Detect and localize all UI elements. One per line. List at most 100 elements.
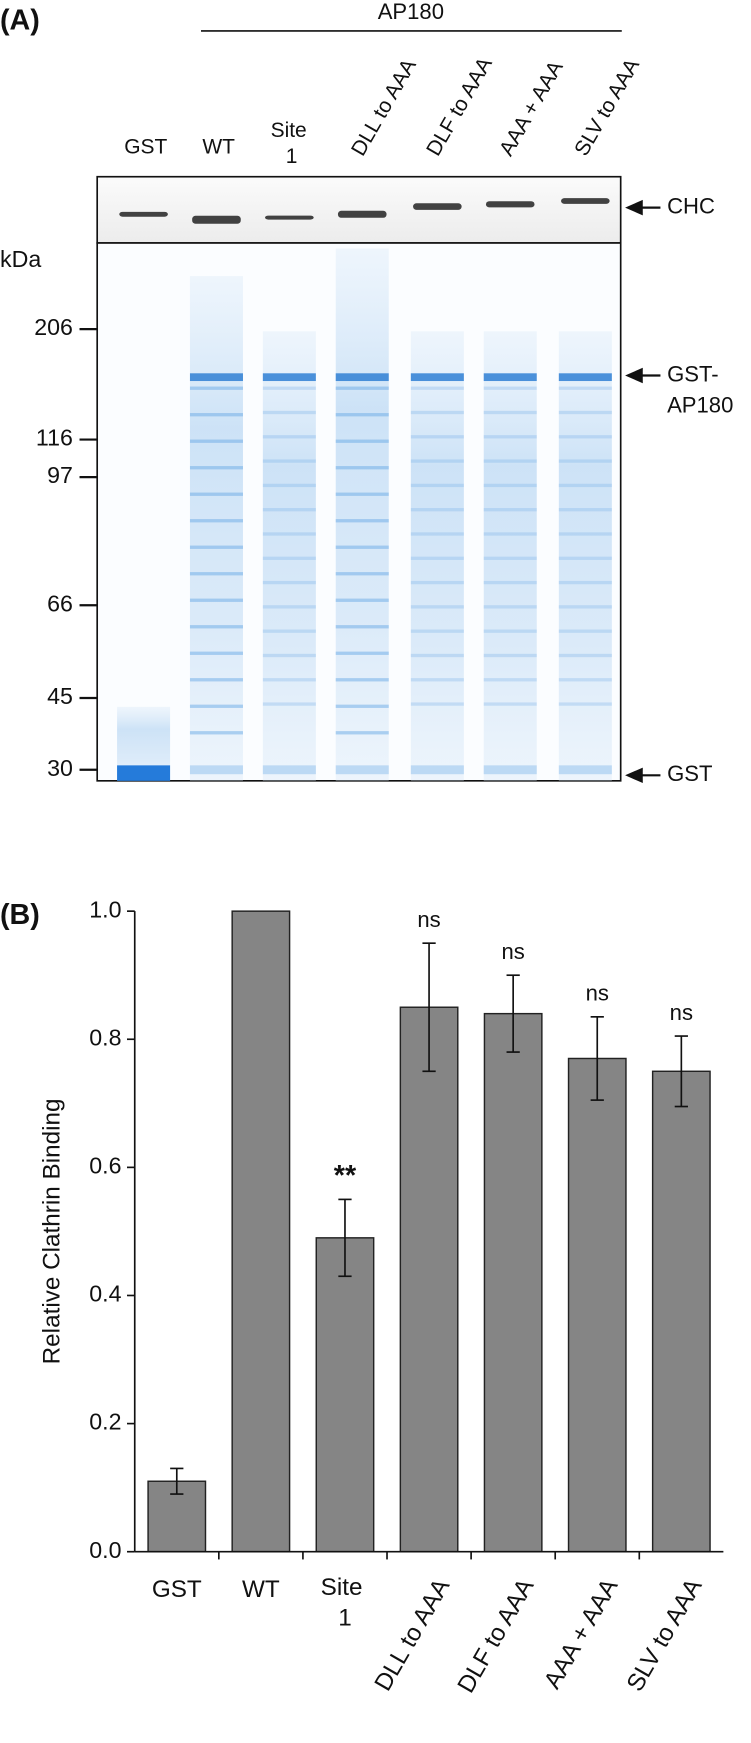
- gel-band: [335, 519, 389, 523]
- gel-lane: [410, 331, 464, 781]
- lane-label: AAA + AAA: [495, 57, 568, 160]
- gel-band: [262, 556, 316, 560]
- gel-band: [262, 410, 316, 415]
- gel-band: [262, 702, 316, 706]
- gel-band: [189, 386, 243, 390]
- y-tick-label: 1.0: [89, 896, 121, 922]
- blot-band: [192, 215, 241, 224]
- band-label: AP180: [667, 392, 733, 417]
- gel-band: [189, 413, 243, 417]
- band-arrowhead: [625, 367, 643, 384]
- gel-band: [483, 765, 537, 775]
- gel-band: [189, 678, 243, 682]
- gel-band: [189, 651, 243, 655]
- gel-band: [189, 704, 243, 708]
- gel-band: [189, 439, 243, 443]
- blot-band: [265, 215, 314, 220]
- gel-band: [558, 653, 612, 658]
- gel-band: [483, 532, 537, 536]
- gel-band: [558, 532, 612, 536]
- gel-band: [410, 508, 464, 512]
- gel-band: [483, 629, 537, 633]
- header-label: AP180: [378, 0, 444, 24]
- y-tick-label: 0.2: [89, 1409, 121, 1435]
- gel-band: [189, 466, 243, 470]
- gel-band: [558, 678, 612, 682]
- lane-label: GST: [124, 136, 167, 159]
- gel-band: [558, 765, 612, 775]
- y-tick-label: 0.6: [89, 1152, 121, 1178]
- gel-band: [410, 765, 464, 775]
- gel-band: [189, 765, 243, 775]
- gel-band: [558, 483, 612, 488]
- marker-label: 206: [34, 314, 73, 340]
- blot-band: [485, 201, 535, 208]
- gel-band: [189, 373, 243, 382]
- gel-band: [410, 386, 464, 390]
- gel-band: [262, 678, 316, 682]
- gel-band: [483, 653, 537, 658]
- gel-band: [410, 483, 464, 488]
- gel-band: [335, 598, 389, 602]
- blot-band: [337, 210, 387, 218]
- marker-label: 30: [47, 755, 73, 781]
- gel-band: [410, 410, 464, 415]
- gel-band: [410, 459, 464, 463]
- gel-band: [262, 508, 316, 512]
- gel-band: [558, 373, 612, 382]
- panel-label: (B): [0, 899, 40, 931]
- gel-band: [483, 702, 537, 706]
- lane-label: DLL to AAA: [347, 55, 421, 160]
- gel-lane: [262, 331, 316, 781]
- gel-band: [558, 629, 612, 633]
- gel-band: [335, 545, 389, 549]
- gel-band: [189, 492, 243, 496]
- gel-band: [558, 605, 612, 609]
- gel-band: [483, 508, 537, 512]
- gel-band: [335, 466, 389, 470]
- gel-band: [410, 629, 464, 633]
- gel-band: [189, 572, 243, 576]
- marker-label: 66: [47, 590, 73, 616]
- blot-band: [413, 203, 462, 210]
- gel-band: [410, 435, 464, 439]
- gel-band: [558, 508, 612, 512]
- gel-lane: [335, 248, 389, 781]
- gel-band: [410, 556, 464, 560]
- gel-band: [335, 704, 389, 708]
- band-label: GST: [667, 761, 712, 786]
- gel-band: [558, 459, 612, 463]
- marker-label: 45: [47, 683, 73, 709]
- gel-band: [483, 556, 537, 560]
- annotation: **: [334, 1160, 357, 1192]
- gel-band: [262, 532, 316, 536]
- gel-band: [483, 459, 537, 463]
- gel-band: [189, 519, 243, 523]
- gel-band: [262, 373, 316, 382]
- gel-band: [483, 605, 537, 609]
- lane-label: Site 1: [271, 119, 313, 168]
- y-axis-label: Relative Clathrin Binding: [38, 1098, 65, 1364]
- gel-band: [410, 678, 464, 682]
- gel-band: [483, 386, 537, 390]
- gel-band: [483, 580, 537, 585]
- marker-label: 97: [47, 462, 73, 488]
- bar: [399, 1006, 459, 1553]
- x-tick-label: AAA + AAA: [539, 1574, 624, 1694]
- gel-band: [410, 373, 464, 382]
- gel-band: [117, 765, 171, 781]
- gel-band: [189, 545, 243, 549]
- gel-band: [335, 373, 389, 382]
- gel-band: [262, 483, 316, 488]
- gel-band: [410, 605, 464, 609]
- gel-band: [189, 598, 243, 602]
- gel-band: [483, 373, 537, 382]
- panel-label: (A): [0, 5, 40, 37]
- gel-band: [262, 386, 316, 390]
- gel-band: [410, 532, 464, 536]
- gel-band: [410, 653, 464, 658]
- gel-band: [262, 459, 316, 463]
- bar: [315, 1237, 375, 1553]
- gel-band: [335, 678, 389, 682]
- blot-strip: [96, 175, 622, 244]
